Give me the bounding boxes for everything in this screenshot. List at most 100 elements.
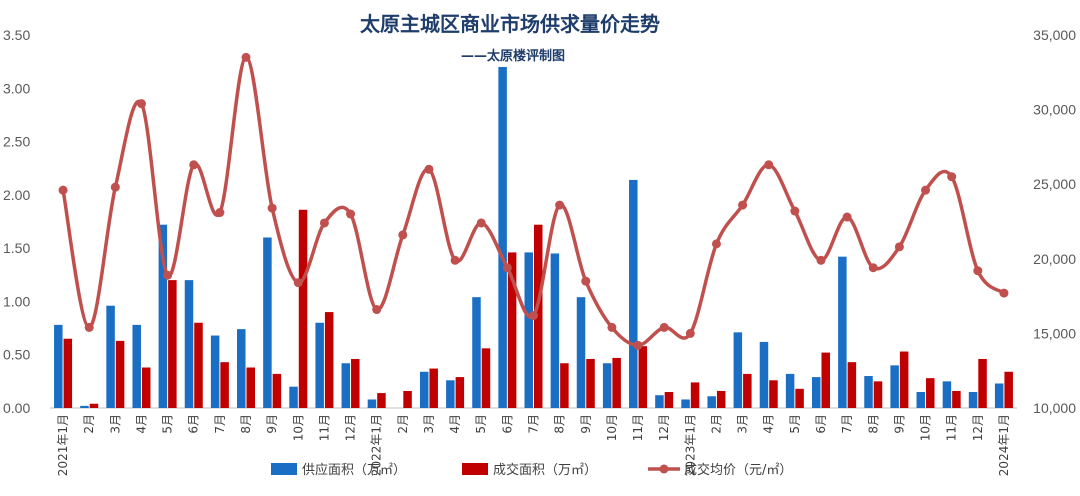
- supply-bar: [916, 392, 926, 408]
- x-tick-label: 5月: [788, 414, 802, 434]
- price-point: [346, 209, 356, 219]
- supply-bar: [341, 363, 351, 408]
- supply-bar: [263, 237, 272, 408]
- x-tick-label: 6月: [500, 414, 514, 434]
- price-point: [842, 212, 852, 222]
- x-tick-label: 5月: [161, 414, 175, 434]
- supply-bar: [994, 383, 1004, 408]
- y-right-tick-label: 10,000: [1033, 400, 1076, 416]
- deal-bar: [873, 381, 883, 408]
- x-tick-label: 12月: [971, 414, 985, 441]
- deal-bar: [664, 392, 674, 408]
- supply-bar: [106, 305, 115, 408]
- supply-bar: [184, 280, 194, 408]
- x-tick-label: 11月: [945, 414, 959, 441]
- deal-bar: [63, 338, 73, 408]
- x-tick-label: 10月: [605, 414, 619, 441]
- legend-swatch-supply: [271, 463, 297, 475]
- deal-bar: [769, 380, 778, 408]
- legend-swatch-deal: [462, 463, 488, 475]
- y-right-tick-label: 25,000: [1033, 176, 1076, 192]
- supply-bar: [759, 341, 769, 408]
- price-point: [450, 255, 460, 265]
- y-right-tick-label: 20,000: [1033, 251, 1076, 267]
- x-tick-label: 11月: [317, 414, 331, 441]
- deal-bar: [899, 351, 909, 408]
- x-tick-label: 4月: [448, 414, 462, 434]
- deal-bar: [743, 373, 752, 408]
- x-tick-label: 2022年1月: [370, 414, 384, 476]
- legend-label-supply: 供应面积（万㎡）: [302, 462, 406, 478]
- legend-marker-price: [659, 464, 669, 474]
- price-point: [319, 218, 329, 228]
- y-left-tick-label: 3.50: [3, 27, 30, 43]
- price-point: [241, 52, 251, 62]
- y-left-tick-label: 3.00: [3, 80, 30, 96]
- x-tick-label: 6月: [814, 414, 828, 434]
- price-point: [267, 203, 277, 213]
- price-point: [136, 99, 146, 109]
- x-tick-label: 9月: [892, 414, 906, 434]
- supply-bar: [237, 329, 246, 408]
- deal-bar: [377, 393, 386, 408]
- x-tick-label: 12月: [344, 414, 358, 441]
- x-tick-label: 10月: [919, 414, 933, 441]
- price-point: [398, 230, 408, 240]
- deal-bar: [429, 368, 438, 408]
- supply-bar: [80, 405, 89, 408]
- supply-bar: [550, 253, 560, 408]
- supply-bar: [733, 332, 743, 408]
- deal-bar: [246, 367, 256, 408]
- price-point: [816, 255, 826, 265]
- x-tick-label: 2023年1月: [683, 414, 697, 476]
- price-point: [947, 172, 957, 182]
- deal-bar: [978, 358, 987, 408]
- price-point: [790, 206, 800, 216]
- deal-bar: [141, 367, 151, 408]
- x-tick-label: 9月: [579, 414, 593, 434]
- y-left-tick-label: 2.50: [3, 134, 30, 150]
- legend-label-price: 成交均价（元/㎡）: [684, 462, 792, 478]
- x-tick-label: 6月: [187, 414, 201, 434]
- deal-bar: [638, 346, 648, 408]
- deal-bar: [507, 252, 517, 408]
- y-left-tick-label: 1.50: [3, 240, 30, 256]
- deal-bar: [481, 348, 491, 408]
- x-tick-label: 11月: [631, 414, 645, 441]
- x-tick-label: 2月: [82, 414, 96, 434]
- price-point: [711, 239, 721, 249]
- deal-bar: [926, 378, 935, 408]
- supply-bar: [132, 324, 141, 408]
- deal-bar: [168, 280, 177, 408]
- deal-bar: [612, 357, 621, 408]
- price-point: [372, 305, 382, 315]
- price-point: [764, 160, 774, 170]
- supply-bar: [524, 252, 533, 408]
- supply-bar: [54, 324, 63, 408]
- price-point: [189, 160, 199, 170]
- supply-bar: [838, 256, 847, 408]
- deal-bar: [586, 358, 595, 408]
- supply-bar: [968, 392, 978, 408]
- x-tick-label: 8月: [553, 414, 567, 434]
- x-tick-label: 9月: [265, 414, 279, 434]
- price-point: [293, 278, 303, 288]
- supply-bar: [655, 395, 664, 408]
- deal-bar: [847, 362, 857, 408]
- supply-bar: [785, 373, 795, 408]
- price-point: [163, 270, 173, 280]
- x-tick-label: 3月: [108, 414, 122, 434]
- supply-bar: [811, 377, 821, 408]
- price-point: [110, 182, 120, 192]
- deal-bar: [403, 390, 412, 408]
- supply-bar: [707, 396, 716, 408]
- supply-bar: [629, 179, 638, 408]
- y-right-tick-label: 15,000: [1033, 325, 1076, 341]
- legend: 供应面积（万㎡） 成交面积（万㎡） 成交均价（元/㎡）: [271, 462, 792, 478]
- chart-title: 太原主城区商业市场供求量价走势: [360, 12, 660, 36]
- price-point: [215, 208, 225, 218]
- price-point: [607, 322, 617, 332]
- deal-bar: [821, 352, 830, 408]
- deal-bar: [534, 224, 543, 408]
